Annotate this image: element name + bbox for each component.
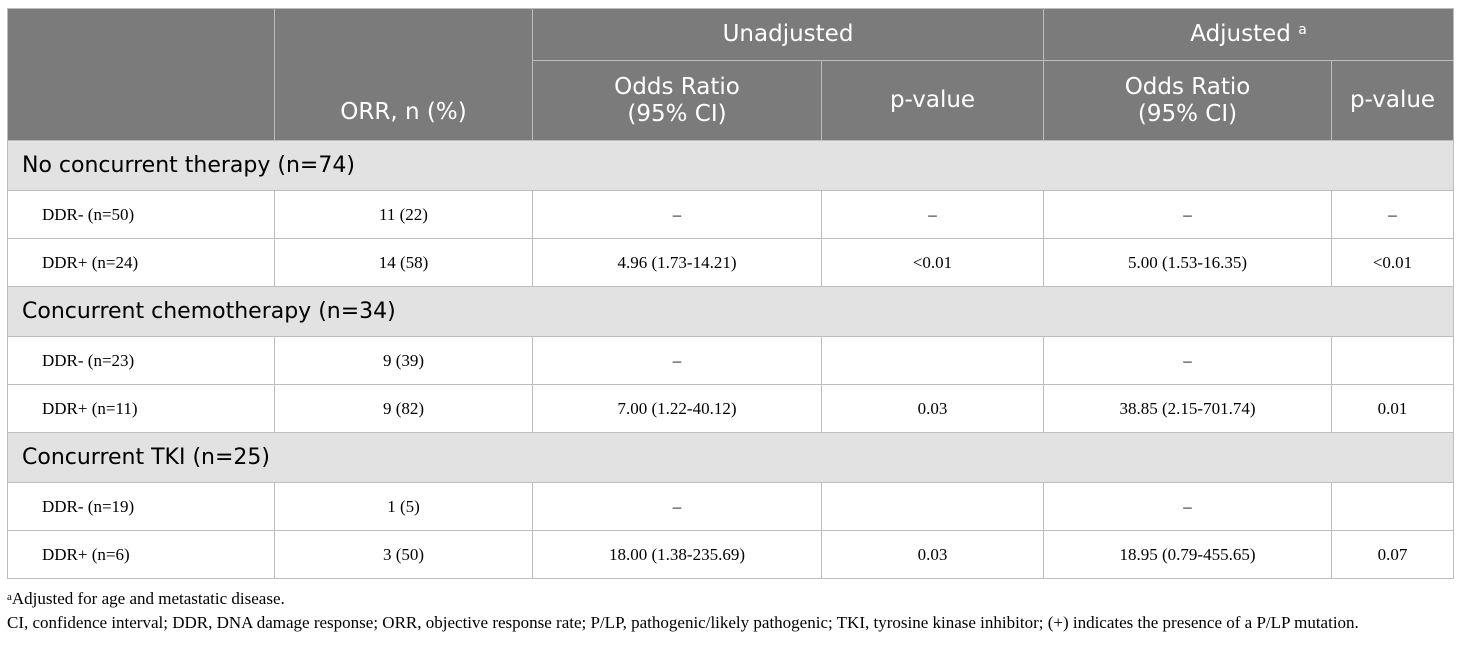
adjusted-or-cell: – [1043, 482, 1333, 531]
odds-ratio-line2: (95% CI) [1137, 100, 1238, 127]
header-unadjusted-odds-ratio: Odds Ratio (95% CI) [532, 60, 822, 141]
header-adjusted-odds-ratio: Odds Ratio (95% CI) [1043, 60, 1333, 141]
orr-cell: 14 (58) [274, 238, 533, 287]
adjusted-or-cell: 18.95 (0.79-455.65) [1043, 530, 1333, 579]
unadjusted-or-cell: 18.00 (1.38-235.69) [532, 530, 822, 579]
unadjusted-or-cell: – [532, 190, 822, 239]
unadjusted-p-cell [820, 336, 1045, 385]
header-label-cell [7, 8, 275, 141]
row-label: DDR- (n=19) [7, 482, 275, 531]
adjusted-p-cell: – [1331, 190, 1455, 239]
unadjusted-or-cell: 4.96 (1.73-14.21) [532, 238, 822, 287]
row-label: DDR+ (n=11) [7, 384, 275, 433]
header-unadjusted-text: Unadjusted [722, 21, 854, 47]
adjusted-or-cell: 38.85 (2.15-701.74) [1043, 384, 1333, 433]
group-title: Concurrent chemotherapy (n=34) [6, 286, 1455, 337]
table-header: ORR, n (%) Unadjusted Adjusted a Odds Ra… [7, 8, 1455, 141]
row-label: DDR- (n=50) [7, 190, 275, 239]
header-adjusted: Adjusted a [1043, 8, 1455, 61]
results-table: ORR, n (%) Unadjusted Adjusted a Odds Ra… [6, 8, 1455, 579]
unadjusted-p-cell: 0.03 [820, 530, 1045, 579]
unadjusted-or-cell: – [532, 482, 822, 531]
footnote-abbreviations: CI, confidence interval; DDR, DNA damage… [7, 613, 1359, 632]
header-adjusted-text: Adjusted [1190, 21, 1291, 47]
row-label: DDR- (n=23) [7, 336, 275, 385]
table-row: DDR- (n=19) 1 (5) – – [7, 482, 1455, 531]
table-row: DDR- (n=23) 9 (39) – – [7, 336, 1455, 385]
header-adjusted-footnote-marker: a [1298, 22, 1307, 38]
odds-ratio-line1: Odds Ratio [614, 73, 740, 100]
group-row: Concurrent chemotherapy (n=34) [6, 286, 1455, 337]
orr-cell: 1 (5) [274, 482, 533, 531]
table-row: DDR+ (n=24) 14 (58) 4.96 (1.73-14.21) <0… [7, 238, 1455, 287]
unadjusted-p-cell [820, 482, 1045, 531]
row-label: DDR+ (n=24) [7, 238, 275, 287]
orr-cell: 9 (39) [274, 336, 533, 385]
odds-ratio-line1: Odds Ratio [1124, 73, 1251, 100]
header-unadjusted-p-value: p-value [820, 60, 1045, 141]
table-body: No concurrent therapy (n=74) DDR- (n=50)… [6, 140, 1455, 579]
table-row: DDR- (n=50) 11 (22) – – – – [7, 190, 1455, 239]
orr-cell: 9 (82) [274, 384, 533, 433]
table-footnotes: aAdjusted for age and metastatic disease… [7, 587, 1457, 635]
adjusted-p-cell: 0.07 [1331, 530, 1455, 579]
orr-cell: 11 (22) [274, 190, 533, 239]
unadjusted-p-cell: 0.03 [820, 384, 1045, 433]
unadjusted-p-cell: <0.01 [820, 238, 1045, 287]
group-title: No concurrent therapy (n=74) [6, 140, 1455, 191]
footnote-a-text: Adjusted for age and metastatic disease. [11, 589, 285, 608]
group-row: Concurrent TKI (n=25) [6, 432, 1455, 483]
table-row: DDR+ (n=6) 3 (50) 18.00 (1.38-235.69) 0.… [7, 530, 1455, 579]
adjusted-p-cell [1331, 482, 1455, 531]
adjusted-or-cell: – [1043, 190, 1333, 239]
adjusted-p-cell [1331, 336, 1455, 385]
adjusted-or-cell: 5.00 (1.53-16.35) [1043, 238, 1333, 287]
adjusted-p-cell: 0.01 [1331, 384, 1455, 433]
row-label: DDR+ (n=6) [7, 530, 275, 579]
table-row: DDR+ (n=11) 9 (82) 7.00 (1.22-40.12) 0.0… [7, 384, 1455, 433]
group-row: No concurrent therapy (n=74) [6, 140, 1455, 191]
adjusted-p-cell: <0.01 [1331, 238, 1455, 287]
header-adjusted-p-value: p-value [1331, 60, 1455, 141]
orr-cell: 3 (50) [274, 530, 533, 579]
header-unadjusted: Unadjusted [531, 8, 1045, 61]
group-title: Concurrent TKI (n=25) [6, 432, 1455, 483]
unadjusted-or-cell: – [532, 336, 822, 385]
footnote-a: aAdjusted for age and metastatic disease… [7, 587, 1457, 611]
footnote-a-marker: a [7, 591, 12, 603]
unadjusted-or-cell: 7.00 (1.22-40.12) [532, 384, 822, 433]
unadjusted-p-cell: – [820, 190, 1045, 239]
odds-ratio-line2: (95% CI) [627, 100, 727, 127]
header-orr: ORR, n (%) [274, 8, 533, 141]
adjusted-or-cell: – [1043, 336, 1333, 385]
